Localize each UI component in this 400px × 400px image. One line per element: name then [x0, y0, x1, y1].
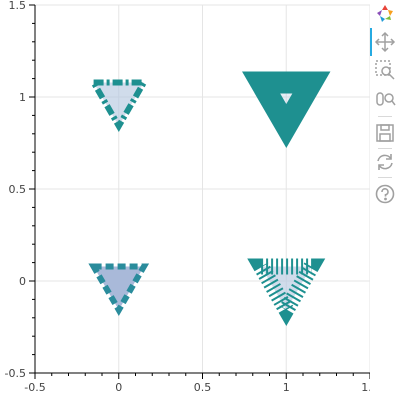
marker-top-left	[88, 79, 150, 132]
y-tick-label: 0.5	[9, 183, 27, 196]
active-tool-indicator	[370, 28, 372, 56]
x-tick-label: 0	[115, 381, 122, 394]
grid-lines	[34, 4, 370, 374]
pan-tool-icon[interactable]	[374, 31, 396, 53]
plot-area[interactable]: -0.5 0 0.5 1 1.5 -0.5 0 0.5 1 1.5	[0, 0, 370, 400]
toolbar-separator	[378, 148, 392, 149]
x-tick-label: 1	[283, 381, 290, 394]
y-tick-label: 0	[19, 275, 26, 288]
marker-bottom-left	[88, 263, 150, 316]
toolbar-separator	[378, 116, 392, 117]
y-tick-label: 1	[19, 91, 26, 104]
axes: -0.5 0 0.5 1 1.5 -0.5 0 0.5 1 1.5	[5, 0, 370, 394]
help-tool-icon[interactable]	[374, 183, 396, 205]
y-tick-label: 1.5	[9, 0, 27, 12]
marker-top-left-outline	[88, 79, 150, 132]
marker-bottom-left-outline	[88, 263, 150, 316]
marker-bottom-right	[247, 258, 326, 326]
reset-tool-icon[interactable]	[374, 151, 396, 173]
y-tick-label: -0.5	[5, 367, 26, 380]
x-tick-label: 0.5	[194, 381, 212, 394]
wheel-zoom-tool-icon[interactable]	[374, 88, 396, 110]
marker-top-right	[242, 71, 331, 148]
toolbar-separator	[378, 177, 392, 178]
box-zoom-tool-icon[interactable]	[374, 59, 396, 81]
marker-bottom-right-outline	[247, 258, 326, 326]
marker-top-left-fill	[93, 82, 144, 126]
toolbar	[370, 0, 400, 400]
markers-layer	[88, 71, 331, 326]
x-tick-label: 1.5	[361, 381, 370, 394]
save-tool-icon[interactable]	[374, 122, 396, 144]
marker-bottom-left-fill	[93, 266, 144, 310]
marker-top-right-outline	[242, 71, 331, 148]
bokeh-logo-icon[interactable]	[374, 3, 396, 25]
x-tick-label: -0.5	[24, 381, 45, 394]
